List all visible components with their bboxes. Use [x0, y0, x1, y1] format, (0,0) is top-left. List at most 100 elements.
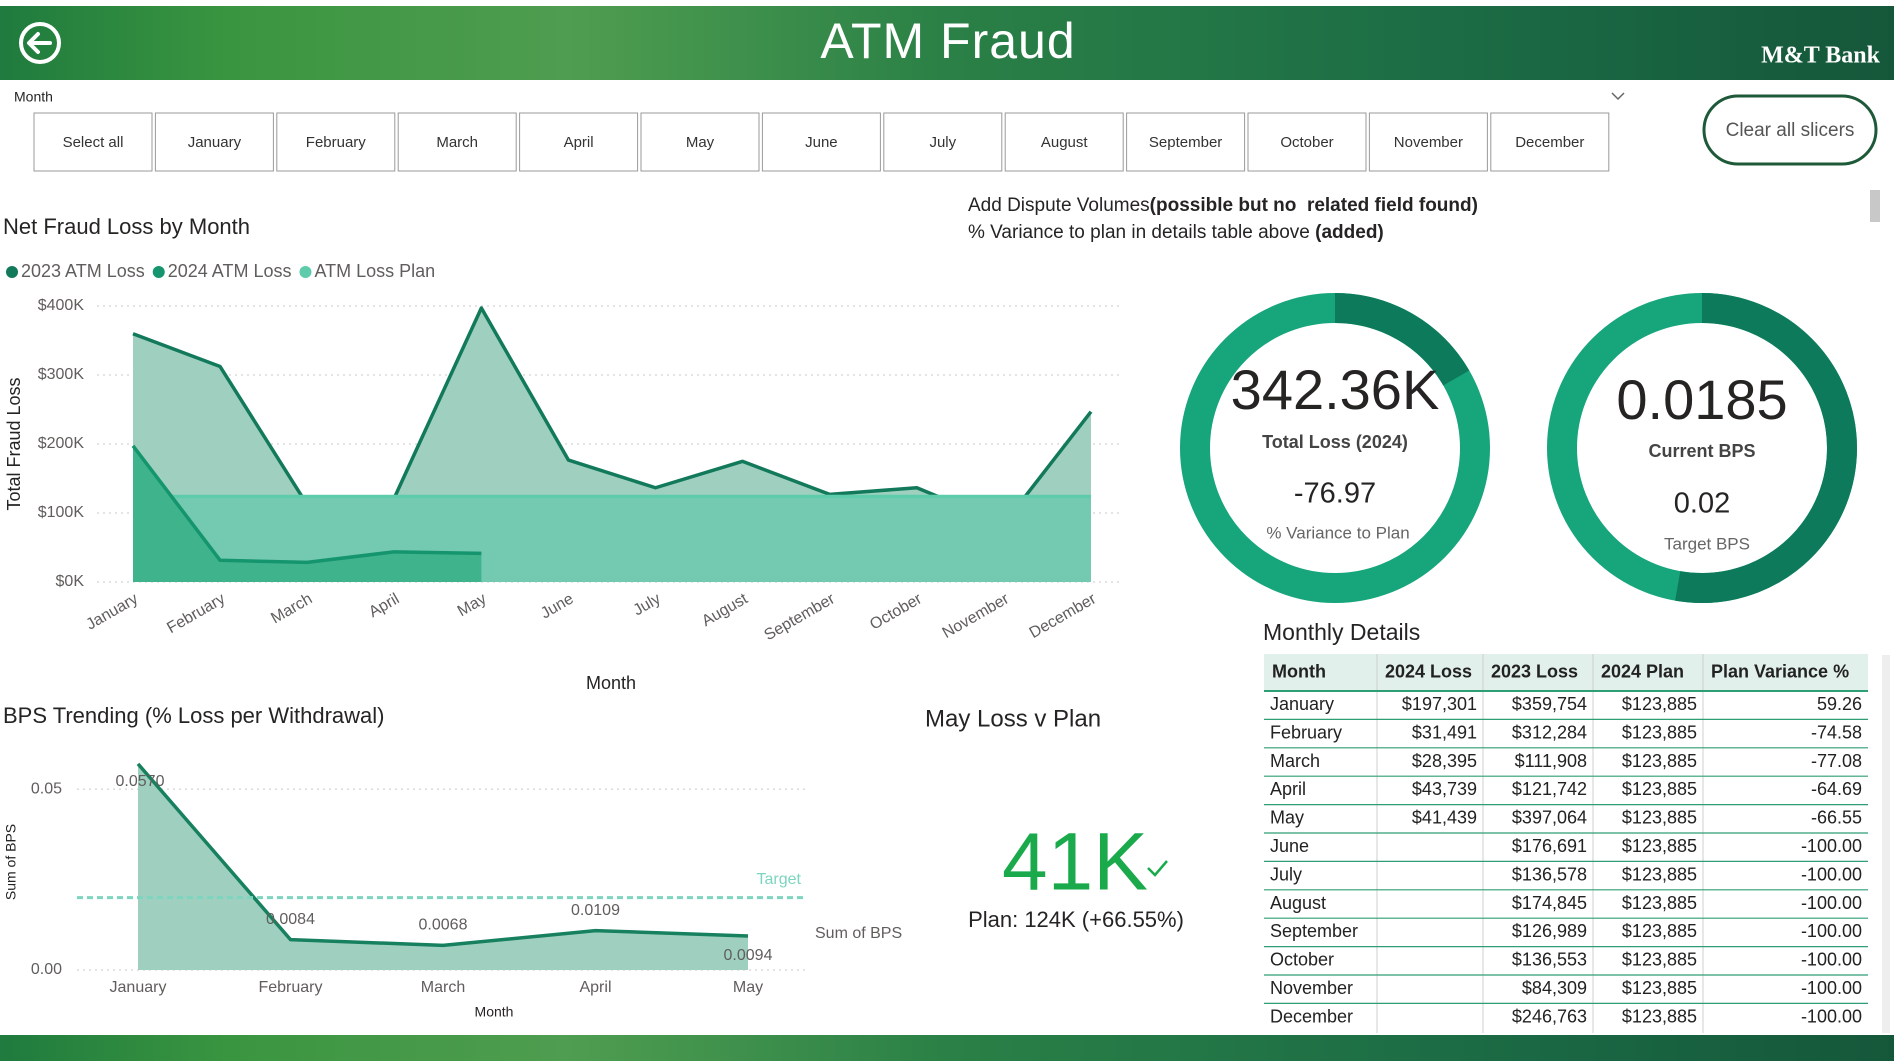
table-cell: February: [1270, 722, 1342, 742]
table-cell: December: [1270, 1006, 1353, 1026]
table-cell: $31,491: [1412, 722, 1477, 742]
slicer-item[interactable]: July: [883, 112, 1003, 172]
x-tick-label: April: [366, 590, 402, 621]
table-cell: $136,578: [1512, 864, 1587, 884]
table-cell: $84,309: [1522, 978, 1587, 998]
slicer-item-label: November: [1394, 134, 1463, 151]
table-cell: $121,742: [1512, 779, 1587, 799]
table-cell: $41,439: [1412, 808, 1477, 828]
slicer-item[interactable]: August: [1004, 112, 1124, 172]
x-tick-label: March: [268, 590, 315, 627]
data-label: 0.0570: [116, 773, 165, 790]
table-cell: $136,553: [1512, 950, 1587, 970]
slicer-item-label: Select all: [63, 134, 124, 151]
x-tick-label: November: [940, 590, 1013, 642]
slicer-item[interactable]: October: [1247, 112, 1367, 172]
brand: M&T Bank: [1761, 43, 1881, 69]
table-title: Monthly Details: [1263, 619, 1420, 645]
slicer-chevron[interactable]: [1611, 92, 1625, 101]
check-icon: [1147, 860, 1168, 877]
slicer-box: [1368, 112, 1488, 172]
table-cell: $28,395: [1412, 751, 1477, 771]
table-cell: October: [1270, 950, 1334, 970]
y-tick-label: $300K: [38, 366, 85, 383]
table-cell: $397,064: [1512, 808, 1587, 828]
slicer-box: [883, 112, 1003, 172]
kpi-label: Current BPS: [1648, 441, 1755, 461]
table-cell: -66.55: [1811, 808, 1862, 828]
x-axis-title: Month: [586, 673, 636, 693]
slicer-box: [276, 112, 396, 172]
data-label: 0.0109: [571, 902, 620, 919]
table-cell: $123,885: [1622, 751, 1697, 771]
x-tick-label: October: [867, 590, 925, 634]
target-label: Target: [757, 871, 802, 888]
slicer-item[interactable]: April: [519, 112, 639, 172]
table-header: 2024 Loss: [1385, 661, 1472, 681]
x-tick-label: April: [579, 979, 611, 996]
slicer-item[interactable]: June: [761, 112, 881, 172]
legend-label: Sum of BPS: [815, 925, 902, 942]
y-tick-label: $100K: [38, 504, 85, 521]
legend-label: 2023 ATM Loss: [21, 261, 145, 281]
header-bar: [0, 6, 1894, 80]
x-tick-label: December: [1027, 590, 1100, 642]
table-header: Month: [1272, 661, 1326, 681]
scrollbar[interactable]: [1870, 190, 1880, 222]
table-cell: $126,989: [1512, 921, 1587, 941]
slicer-item-label: May: [686, 134, 715, 151]
table-scrollbar[interactable]: [1882, 655, 1890, 1033]
slicer-item-label: January: [188, 134, 242, 151]
note: Add Dispute Volumes(possible but no rela…: [968, 195, 1478, 216]
slicer-item-label: September: [1149, 134, 1222, 151]
slicer-item[interactable]: March: [397, 112, 517, 172]
clear-button-box: [1702, 94, 1878, 166]
slicer-item[interactable]: December: [1490, 112, 1610, 172]
table-cell: July: [1270, 864, 1302, 884]
chart-title: Net Fraud Loss by Month: [3, 214, 250, 239]
table-cell: $43,739: [1412, 779, 1477, 799]
x-tick-label: March: [421, 979, 465, 996]
line: [136, 762, 749, 948]
x-axis-title: Month: [475, 1004, 514, 1020]
slicer-item[interactable]: May: [640, 112, 760, 172]
note: % Variance to plan in details table abov…: [968, 222, 1384, 243]
table-cell: $123,885: [1622, 722, 1697, 742]
legend-label: ATM Loss Plan: [314, 261, 435, 281]
slicer-box: [1004, 112, 1124, 172]
chart-title: BPS Trending (% Loss per Withdrawal): [3, 703, 385, 728]
legend-marker: [6, 266, 18, 278]
slicer-item[interactable]: January: [154, 112, 274, 172]
table-cell: $123,885: [1622, 864, 1697, 884]
legend-marker: [299, 266, 312, 278]
table-cell: -100.00: [1801, 864, 1862, 884]
table-cell: $246,763: [1512, 1006, 1587, 1026]
table-cell: August: [1270, 893, 1326, 913]
table-cell: $123,885: [1622, 950, 1697, 970]
x-tick-label: September: [762, 590, 839, 644]
note-text: % Variance to plan in details table abov…: [968, 222, 1315, 243]
slicer-item[interactable]: February: [276, 112, 396, 172]
table-cell: March: [1270, 751, 1320, 771]
slicer-item[interactable]: September: [1126, 112, 1246, 172]
back-button[interactable]: [19, 22, 61, 64]
table-cell: $174,845: [1512, 893, 1587, 913]
table-header: 2024 Plan: [1601, 661, 1684, 681]
data-label: 0.0068: [419, 917, 468, 934]
table-cell: $123,885: [1622, 1006, 1697, 1026]
slicer-item[interactable]: November: [1368, 112, 1488, 172]
table-cell: June: [1270, 836, 1309, 856]
table-header: Plan Variance %: [1711, 661, 1849, 681]
data-label: 0.0094: [724, 947, 773, 964]
card-subtitle: Plan: 124K (+66.55%): [968, 907, 1184, 932]
slicer-item-label: February: [306, 134, 367, 151]
x-tick-label: July: [631, 590, 664, 619]
card-title: May Loss v Plan: [925, 705, 1101, 732]
slicer-item[interactable]: Select all: [33, 112, 153, 172]
table-cell: 59.26: [1817, 694, 1862, 714]
slicer-label: Month: [14, 89, 53, 105]
slicer-box: [1126, 112, 1246, 172]
table-cell: -100.00: [1801, 978, 1862, 998]
slicer-box: [761, 112, 881, 172]
clear-slicers-button[interactable]: Clear all slicers: [1702, 94, 1878, 166]
